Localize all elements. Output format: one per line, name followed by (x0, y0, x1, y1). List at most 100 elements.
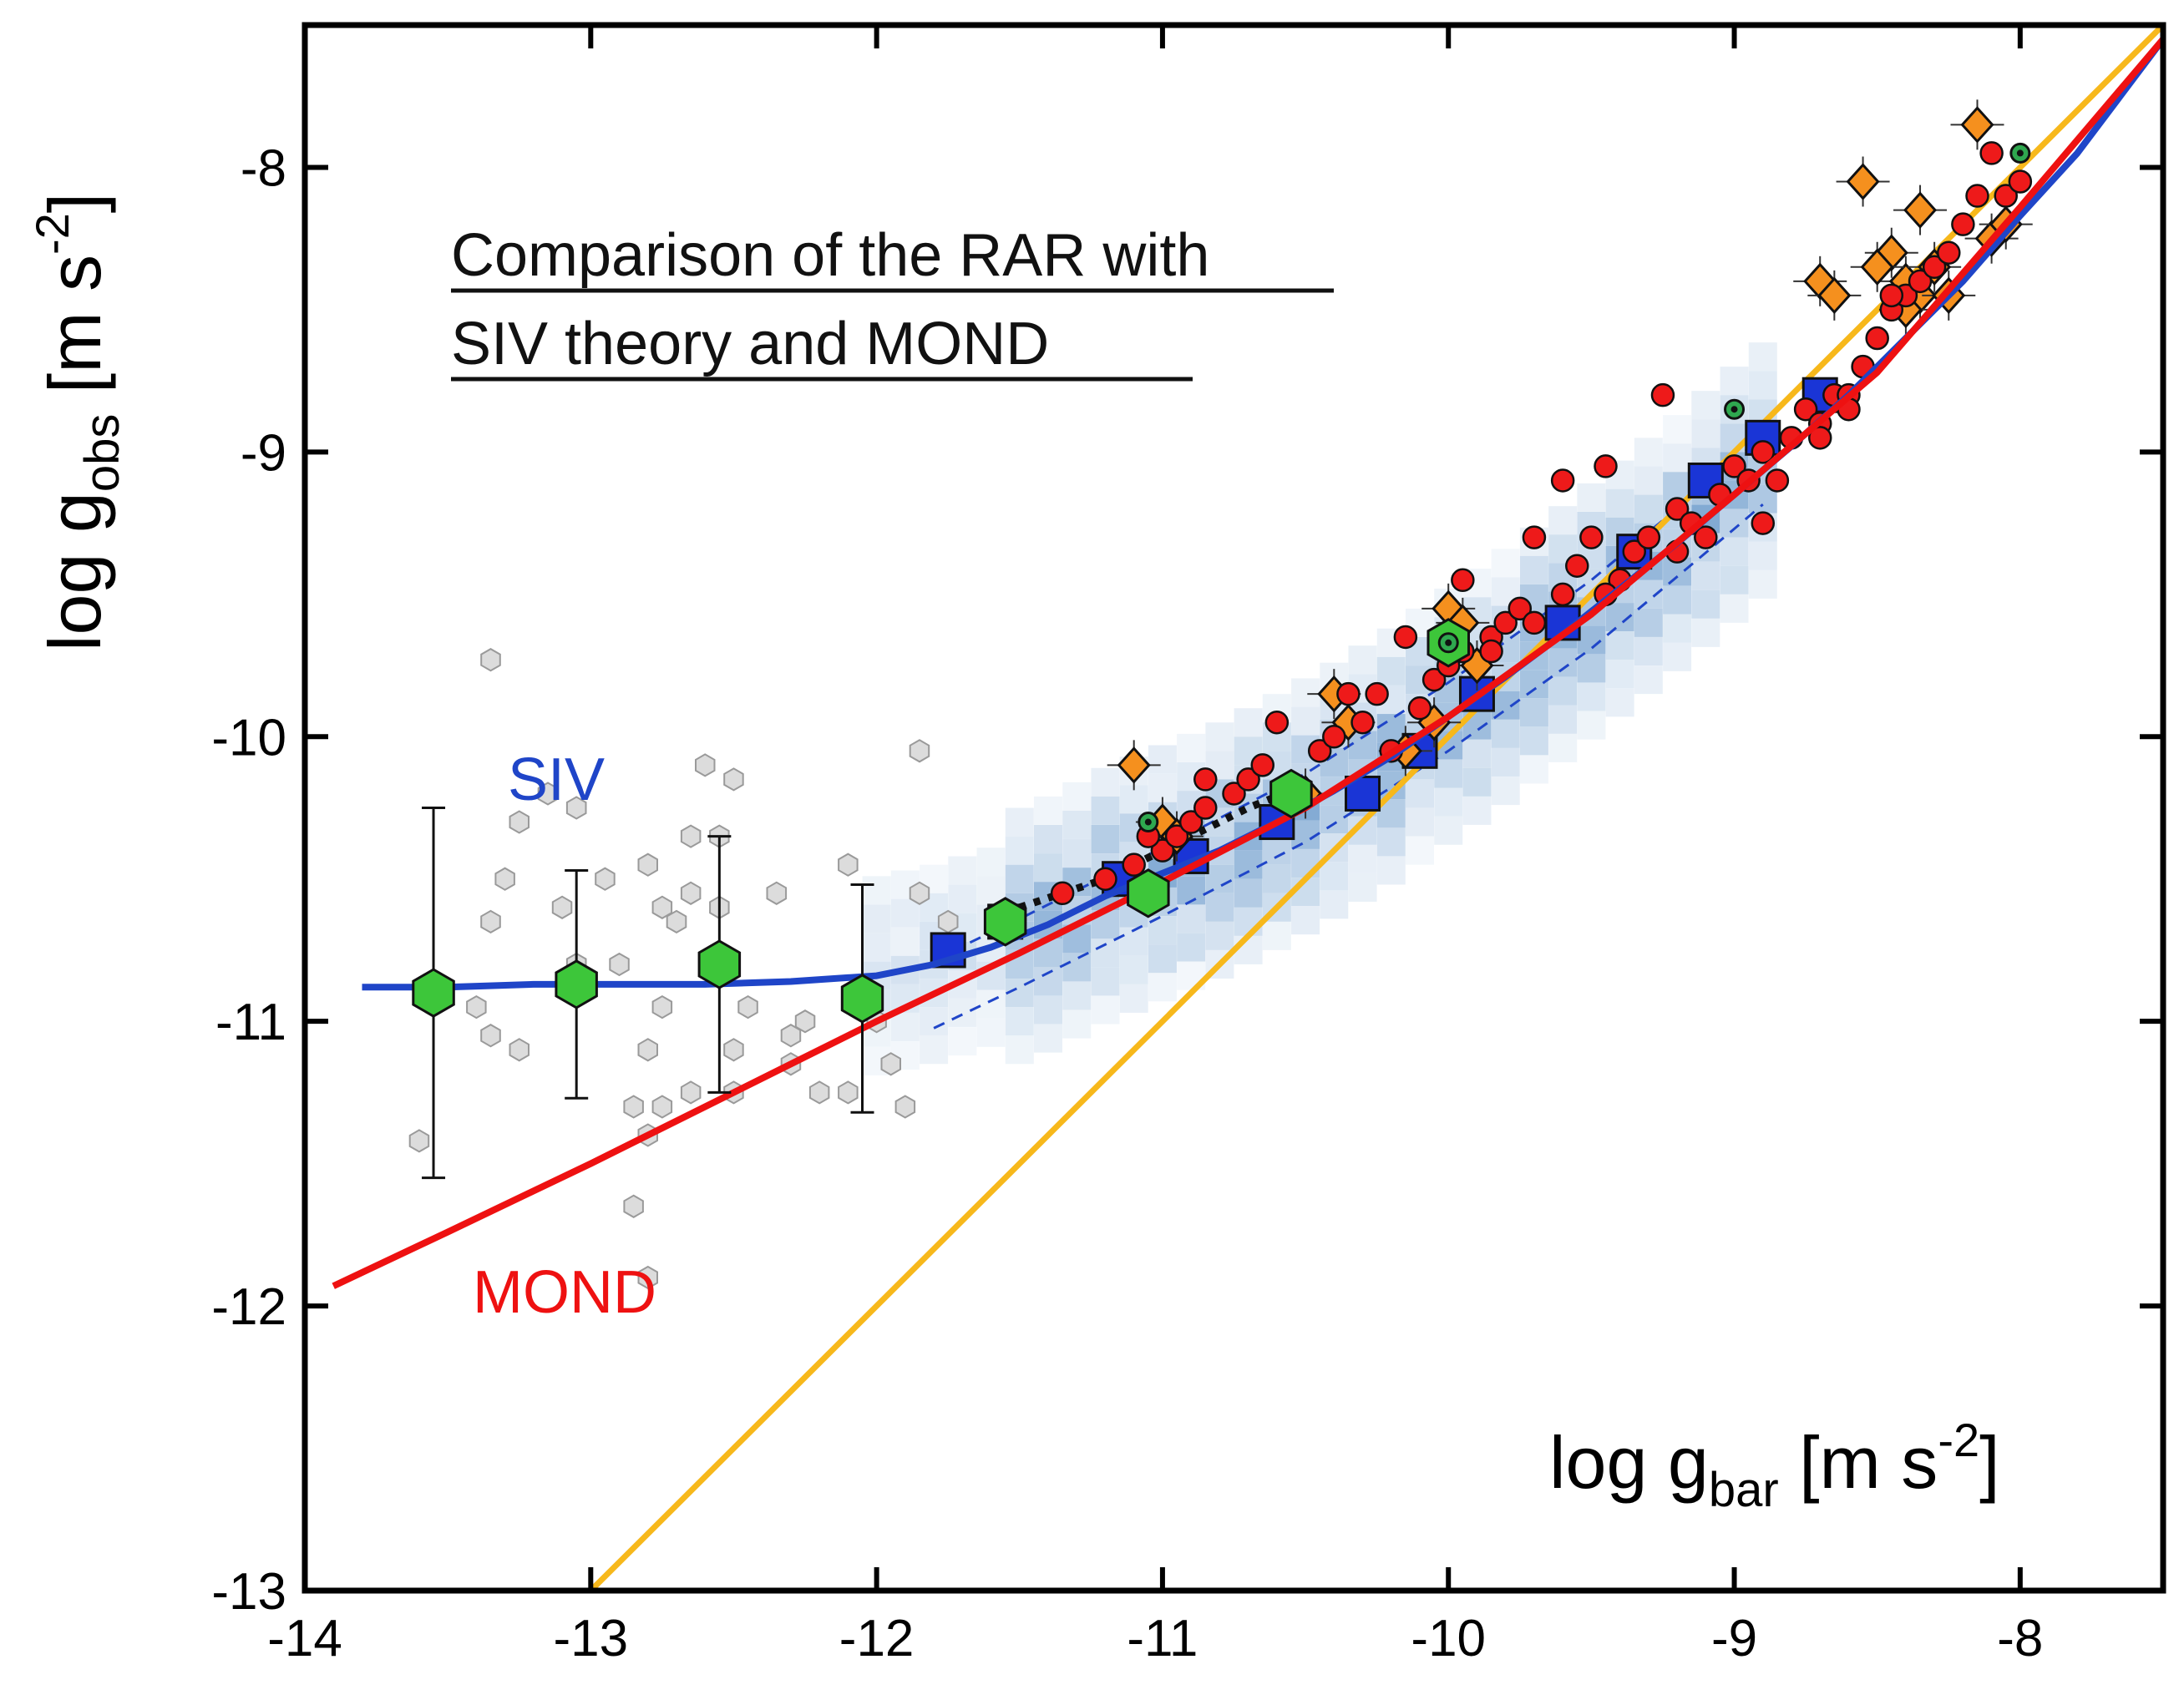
red-galaxy-point (1050, 881, 1075, 906)
siv-label: SIV (508, 746, 605, 813)
density-cell (1234, 708, 1263, 737)
density-cell (1348, 645, 1377, 675)
gray-dwarf-point (480, 648, 501, 672)
density-cell (1491, 691, 1520, 720)
density-cell (1577, 654, 1606, 683)
density-cell (1005, 1007, 1034, 1036)
gray-dwarf-point (766, 881, 788, 905)
gray-dwarf-point (537, 782, 559, 806)
y-tick-label: -10 (211, 709, 286, 766)
gray-dwarf-point (509, 810, 530, 834)
red-galaxy-point (1322, 725, 1346, 749)
green-hexagon-point (1269, 768, 1313, 819)
density-cell (1005, 864, 1034, 893)
density-cell (1634, 579, 1663, 609)
density-cell (1605, 631, 1634, 660)
gray-dwarf-point (509, 1038, 530, 1062)
density-cell (862, 904, 891, 933)
density-cell (948, 884, 977, 913)
density-cell (1320, 862, 1349, 891)
density-cell (1491, 549, 1520, 578)
density-cell (1548, 648, 1578, 677)
red-galaxy-point (1336, 681, 1361, 706)
red-galaxy-point (1765, 468, 1790, 493)
density-cell (1691, 391, 1720, 420)
gray-dwarf-point (695, 753, 716, 777)
density-cell (1720, 594, 1749, 623)
density-cell (1519, 698, 1548, 727)
y-axis-label: log gobs [m s-2] (26, 193, 129, 651)
green-hexagon-point (697, 939, 742, 989)
density-cell (1062, 953, 1092, 982)
density-cell (862, 876, 891, 905)
gray-dwarf-point (808, 1080, 830, 1105)
density-cell (1062, 1009, 1092, 1039)
density-cell (1376, 656, 1406, 686)
gray-dwarf-point (666, 909, 687, 934)
gray-dwarf-point (651, 1095, 673, 1119)
green-hexagon-point (412, 968, 455, 1018)
density-cell (1091, 967, 1120, 996)
gray-dwarf-point (838, 1080, 859, 1105)
density-cell (948, 1027, 977, 1056)
gray-dwarf-point (623, 1095, 644, 1119)
density-cell (1434, 787, 1463, 817)
red-galaxy-point (1622, 539, 1646, 564)
gray-dwarf-point (637, 1265, 658, 1290)
red-galaxy-point (1350, 710, 1375, 735)
red-galaxy-point (1093, 867, 1117, 891)
density-cell (1491, 777, 1520, 806)
density-cell (1376, 827, 1406, 857)
density-cell (1234, 935, 1263, 964)
gray-dwarf-point (480, 909, 501, 934)
x-tick-label: -9 (1711, 1610, 1757, 1667)
density-cell (1605, 660, 1634, 689)
density-cell (1491, 719, 1520, 748)
density-cell (1577, 711, 1606, 740)
red-galaxy-point (1594, 454, 1618, 478)
red-galaxy-point (1307, 739, 1332, 763)
density-cell (1005, 1035, 1034, 1065)
x-tick-label: -11 (1127, 1610, 1198, 1667)
density-cell (890, 1013, 920, 1041)
red-galaxy-point (2008, 169, 2033, 194)
density-cell (1376, 714, 1406, 743)
density-cell (1177, 733, 1206, 762)
density-cell (1005, 807, 1034, 837)
density-cell (1348, 873, 1377, 902)
density-cell (1434, 816, 1463, 845)
red-galaxy-point (1807, 426, 1832, 450)
y-tick-label: -12 (211, 1278, 286, 1336)
red-galaxy-point (1650, 382, 1675, 407)
density-cell (1234, 907, 1263, 936)
density-cell (1634, 494, 1663, 524)
density-cell (1062, 810, 1092, 839)
red-galaxy-point (1479, 639, 1503, 664)
plot-frame (302, 22, 2166, 1594)
red-galaxy-point (1522, 525, 1547, 549)
green-hexagon-point (555, 959, 598, 1009)
density-cell (1634, 637, 1663, 665)
x-tick-label: -12 (839, 1610, 915, 1667)
density-cell (1663, 415, 1692, 444)
density-cell (890, 927, 920, 956)
density-cell (1291, 706, 1320, 736)
density-cell (1376, 856, 1406, 885)
density-cell (1119, 927, 1148, 956)
red-galaxy-point (1751, 440, 1776, 464)
density-cell (1320, 805, 1349, 834)
density-cell (1605, 688, 1634, 717)
density-cell (1663, 443, 1692, 473)
red-galaxy-point (1965, 184, 1989, 208)
red-galaxy-point (1994, 184, 2018, 208)
density-cell (1691, 589, 1720, 619)
gray-dwarf-point (637, 852, 658, 877)
density-cell (1205, 722, 1234, 751)
density-cell (1062, 782, 1092, 811)
density-cell (1406, 807, 1434, 837)
red-galaxy-point (1178, 810, 1203, 834)
orange-diamond-point (1117, 746, 1151, 784)
density-cell (1462, 739, 1492, 768)
density-cell (1691, 561, 1720, 590)
density-cell (1519, 755, 1548, 784)
